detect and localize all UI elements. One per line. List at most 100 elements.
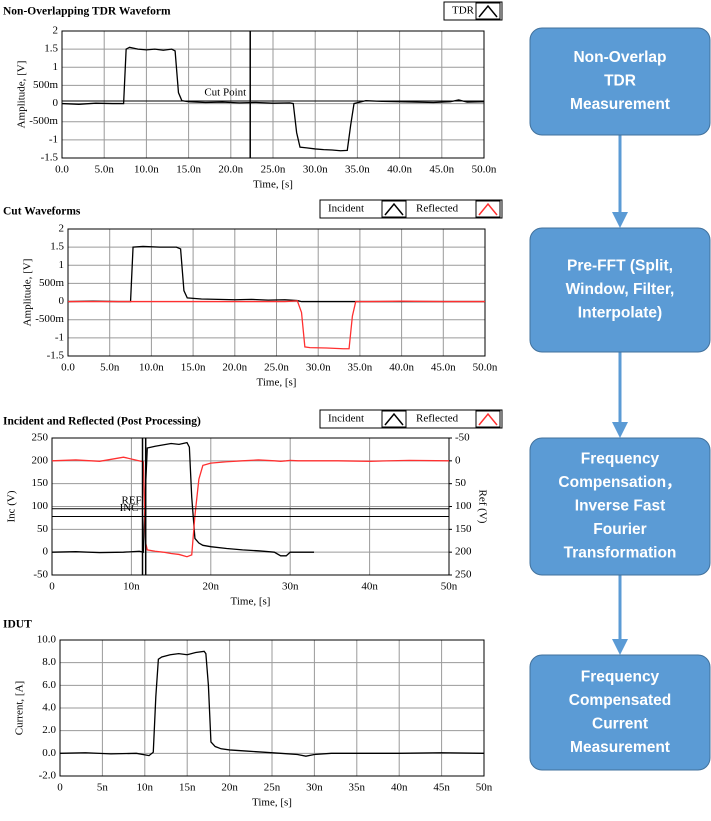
- x-tick-label: 45n: [433, 782, 450, 794]
- plot-frame: [51, 437, 450, 576]
- chart-title: Non-Overlapping TDR Waveform: [3, 6, 171, 18]
- legend-label: TDR: [452, 5, 475, 17]
- plot-frame: [61, 30, 485, 159]
- node-text: Pre-FFT (Split,: [567, 258, 673, 275]
- x-tick-label: 15.0n: [181, 362, 206, 374]
- node-text: Fourier: [593, 521, 646, 538]
- y-tick-label: -500m: [35, 313, 64, 325]
- flow-arrows: [612, 135, 628, 655]
- flow-node: [529, 227, 711, 353]
- y-tick-label: 200: [32, 454, 49, 466]
- y-tick-label: 4.0: [42, 702, 56, 714]
- series-line: [68, 300, 485, 350]
- x-axis-label: Time, [s]: [253, 179, 293, 191]
- x-tick-label: 35.0n: [345, 164, 370, 176]
- legend-icon-box: [381, 410, 407, 428]
- x-tick-label: 20.0n: [222, 362, 247, 374]
- x-tick-label: 40n: [391, 782, 408, 794]
- legend-icon-box: [381, 200, 407, 218]
- y-axis-label: Current, [A]: [14, 681, 26, 735]
- x-tick-label: 0.0: [61, 362, 75, 374]
- x-tick-label: 30.0n: [306, 362, 331, 374]
- legend-icon: [478, 412, 498, 426]
- y-tick-label: -1: [55, 331, 64, 343]
- y2-tick-label: 250: [455, 569, 472, 581]
- y-tick-label: -2.0: [39, 770, 57, 782]
- legend-icon: [478, 202, 498, 216]
- arrow-head: [612, 422, 628, 438]
- y-tick-label: 2: [53, 25, 59, 37]
- legend-label: Reflected: [416, 413, 459, 425]
- node-text: Interpolate): [578, 305, 662, 322]
- flow-node: [529, 654, 711, 771]
- x-tick-label: 15.0n: [176, 164, 201, 176]
- y2-tick-label: 100: [455, 500, 472, 512]
- legend-icon: [478, 4, 498, 18]
- node-text: Current: [592, 715, 648, 732]
- x-tick-label: 20.0n: [218, 164, 243, 176]
- flow-node: [529, 437, 711, 576]
- y-tick-label: 500m: [33, 79, 59, 91]
- chart-title: Cut Waveforms: [3, 206, 81, 218]
- x-tick-label: 40.0n: [387, 164, 412, 176]
- x-tick-label: 5n: [97, 782, 109, 794]
- y2-tick-label: 150: [455, 523, 472, 535]
- y-tick-label: 8.0: [42, 656, 56, 668]
- y-tick-label: 0: [43, 546, 49, 558]
- x-tick-label: 30.0n: [303, 164, 328, 176]
- legend-icon: [384, 202, 404, 216]
- x-tick-label: 25n: [264, 782, 281, 794]
- x-tick-label: 40n: [361, 581, 378, 593]
- y-tick-label: 1: [53, 61, 59, 73]
- cursor-label: Cut Point: [204, 87, 246, 99]
- legend-icon-box: [475, 2, 501, 20]
- x-tick-label: 50n: [476, 782, 493, 794]
- x-tick-label: 0: [57, 782, 63, 794]
- chart-title: Incident and Reflected (Post Processing): [3, 416, 201, 428]
- y-tick-label: -1: [49, 133, 58, 145]
- arrow-head: [612, 639, 628, 655]
- y-tick-label: 100: [32, 500, 49, 512]
- x-tick-label: 20n: [203, 581, 220, 593]
- x-tick-label: 50.0n: [472, 164, 497, 176]
- y-tick-label: 1: [59, 259, 65, 271]
- y-tick-label: -500m: [29, 115, 58, 127]
- y-tick-label: 0: [53, 97, 59, 109]
- legend-label: Incident: [328, 203, 364, 215]
- legend-icon-box: [475, 200, 501, 218]
- x-tick-label: 0: [49, 581, 55, 593]
- y-tick-label: 500m: [39, 277, 65, 289]
- y-axis-label: Amplitude, [V]: [22, 259, 34, 327]
- x-tick-label: 10n: [137, 782, 154, 794]
- series-line: [67, 245, 485, 303]
- node-text: Non-Overlap: [573, 49, 666, 66]
- y-tick-label: 150: [32, 477, 49, 489]
- series-line: [51, 441, 315, 557]
- node-text: Measurement: [570, 96, 670, 113]
- x-tick-label: 10n: [123, 581, 140, 593]
- series-line: [59, 650, 485, 757]
- x-tick-label: 35.0n: [348, 362, 373, 374]
- node-text: Measurement: [570, 739, 670, 756]
- x-tick-label: 50n: [441, 581, 458, 593]
- y-tick-label: 0.0: [42, 747, 56, 759]
- y2-tick-label: 200: [455, 546, 472, 558]
- legend-box: [319, 409, 503, 429]
- node-text: Compensation，: [558, 474, 681, 491]
- y2-tick-label: -50: [455, 432, 470, 444]
- x-tick-label: 10.0n: [139, 362, 164, 374]
- node-text: Compensated: [569, 692, 672, 709]
- y-tick-label: 6.0: [42, 679, 56, 691]
- node-text: Inverse Fast: [575, 498, 665, 515]
- chart-title: IDUT: [3, 619, 32, 631]
- x-tick-label: 30n: [282, 581, 299, 593]
- plot-frame: [59, 639, 485, 777]
- x-tick-label: 50.0n: [473, 362, 498, 374]
- x-tick-label: 25.0n: [261, 164, 286, 176]
- cursor-label: REF: [122, 494, 142, 506]
- x-axis-label: Time, [s]: [252, 797, 292, 809]
- y2-tick-label: 50: [455, 477, 467, 489]
- y-axis-label: Inc (V): [6, 490, 18, 522]
- x-axis-label: Time, [s]: [231, 596, 271, 608]
